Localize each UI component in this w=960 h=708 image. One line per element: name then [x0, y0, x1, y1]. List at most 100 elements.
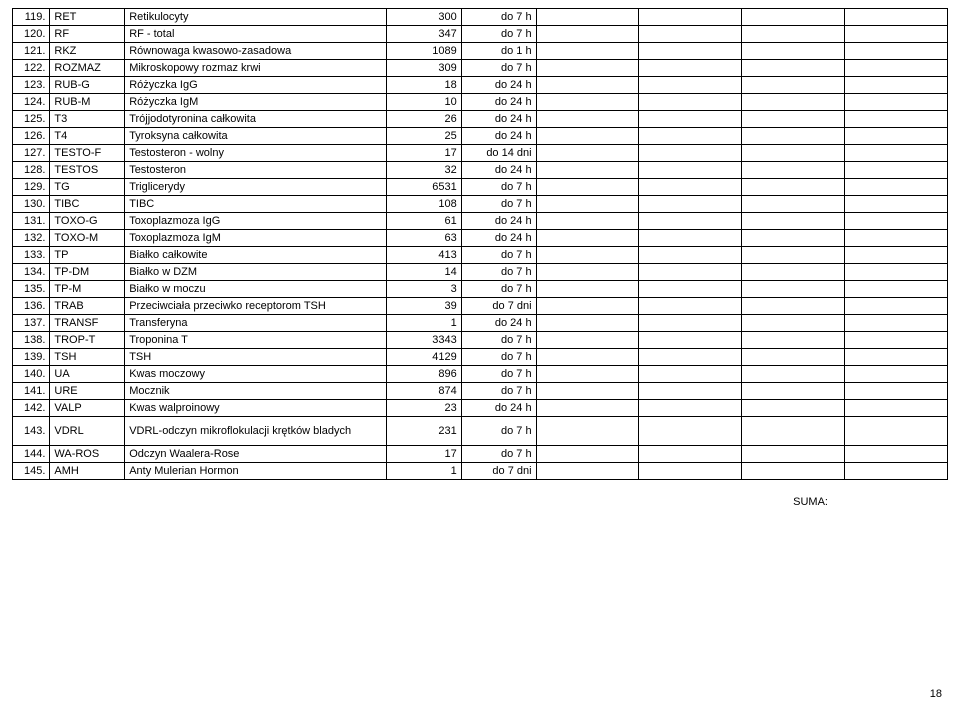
cell-time: do 7 h	[461, 179, 536, 196]
cell-empty	[742, 145, 845, 162]
cell-time: do 7 h	[461, 446, 536, 463]
cell-num: 145.	[13, 463, 50, 480]
cell-num: 131.	[13, 213, 50, 230]
cell-num: 126.	[13, 128, 50, 145]
cell-empty	[639, 400, 742, 417]
cell-code: WA-ROS	[50, 446, 125, 463]
cell-qty: 108	[386, 196, 461, 213]
cell-empty	[536, 366, 639, 383]
table-row: 121.RKZRównowaga kwasowo-zasadowa1089do …	[13, 43, 948, 60]
cell-num: 121.	[13, 43, 50, 60]
cell-time: do 7 h	[461, 196, 536, 213]
table-row: 130.TIBCTIBC108do 7 h	[13, 196, 948, 213]
cell-qty: 309	[386, 60, 461, 77]
cell-empty	[742, 128, 845, 145]
cell-code: TG	[50, 179, 125, 196]
cell-empty	[536, 332, 639, 349]
cell-name: Przeciwciała przeciwko receptorom TSH	[125, 298, 387, 315]
cell-empty	[639, 145, 742, 162]
cell-empty	[742, 349, 845, 366]
cell-empty	[536, 213, 639, 230]
cell-empty	[845, 128, 948, 145]
cell-qty: 4129	[386, 349, 461, 366]
cell-empty	[639, 332, 742, 349]
cell-empty	[639, 264, 742, 281]
cell-num: 142.	[13, 400, 50, 417]
cell-name: Testosteron - wolny	[125, 145, 387, 162]
cell-qty: 14	[386, 264, 461, 281]
cell-code: ROZMAZ	[50, 60, 125, 77]
cell-empty	[845, 463, 948, 480]
cell-empty	[845, 77, 948, 94]
cell-empty	[845, 26, 948, 43]
table-row: 134.TP-DMBiałko w DZM14do 7 h	[13, 264, 948, 281]
cell-num: 123.	[13, 77, 50, 94]
cell-empty	[536, 43, 639, 60]
table-row: 124.RUB-MRóżyczka IgM10do 24 h	[13, 94, 948, 111]
table-row: 123.RUB-GRóżyczka IgG18do 24 h	[13, 77, 948, 94]
cell-qty: 17	[386, 446, 461, 463]
table-row: 126.T4Tyroksyna całkowita25do 24 h	[13, 128, 948, 145]
cell-empty	[536, 349, 639, 366]
cell-empty	[742, 247, 845, 264]
cell-empty	[639, 43, 742, 60]
cell-empty	[845, 43, 948, 60]
cell-name: RF - total	[125, 26, 387, 43]
cell-empty	[639, 111, 742, 128]
cell-empty	[536, 230, 639, 247]
cell-empty	[742, 315, 845, 332]
cell-code: TESTOS	[50, 162, 125, 179]
cell-empty	[536, 196, 639, 213]
cell-qty: 413	[386, 247, 461, 264]
table-row: 133.TPBiałko całkowite413do 7 h	[13, 247, 948, 264]
cell-num: 127.	[13, 145, 50, 162]
cell-qty: 63	[386, 230, 461, 247]
cell-code: TOXO-G	[50, 213, 125, 230]
cell-num: 139.	[13, 349, 50, 366]
table-row: 128.TESTOSTestosteron32do 24 h	[13, 162, 948, 179]
cell-empty	[536, 145, 639, 162]
cell-code: TSH	[50, 349, 125, 366]
cell-empty	[845, 60, 948, 77]
cell-code: TIBC	[50, 196, 125, 213]
cell-empty	[845, 213, 948, 230]
cell-time: do 7 h	[461, 332, 536, 349]
cell-name: Trójjodotyronina całkowita	[125, 111, 387, 128]
cell-empty	[639, 94, 742, 111]
cell-qty: 17	[386, 145, 461, 162]
cell-num: 132.	[13, 230, 50, 247]
cell-num: 141.	[13, 383, 50, 400]
cell-empty	[742, 298, 845, 315]
cell-empty	[742, 264, 845, 281]
cell-empty	[639, 366, 742, 383]
cell-name: Odczyn Waalera-Rose	[125, 446, 387, 463]
cell-empty	[536, 94, 639, 111]
cell-empty	[536, 298, 639, 315]
cell-code: TESTO-F	[50, 145, 125, 162]
cell-num: 133.	[13, 247, 50, 264]
suma-label: SUMA:	[12, 480, 948, 508]
cell-empty	[742, 400, 845, 417]
cell-code: TROP-T	[50, 332, 125, 349]
table-row: 140.UAKwas moczowy896do 7 h	[13, 366, 948, 383]
cell-empty	[845, 145, 948, 162]
cell-name: Kwas moczowy	[125, 366, 387, 383]
cell-empty	[536, 417, 639, 446]
cell-empty	[536, 281, 639, 298]
lab-tests-table: 119.RETRetikulocyty300do 7 h120.RFRF - t…	[12, 8, 948, 480]
cell-name: Anty Mulerian Hormon	[125, 463, 387, 480]
cell-qty: 874	[386, 383, 461, 400]
cell-name: Triglicerydy	[125, 179, 387, 196]
cell-qty: 61	[386, 213, 461, 230]
cell-num: 124.	[13, 94, 50, 111]
cell-qty: 23	[386, 400, 461, 417]
cell-qty: 25	[386, 128, 461, 145]
cell-code: RF	[50, 26, 125, 43]
cell-empty	[639, 162, 742, 179]
cell-empty	[536, 179, 639, 196]
cell-time: do 7 h	[461, 383, 536, 400]
cell-empty	[742, 179, 845, 196]
cell-time: do 24 h	[461, 400, 536, 417]
cell-empty	[845, 264, 948, 281]
table-row: 142.VALPKwas walproinowy23do 24 h	[13, 400, 948, 417]
